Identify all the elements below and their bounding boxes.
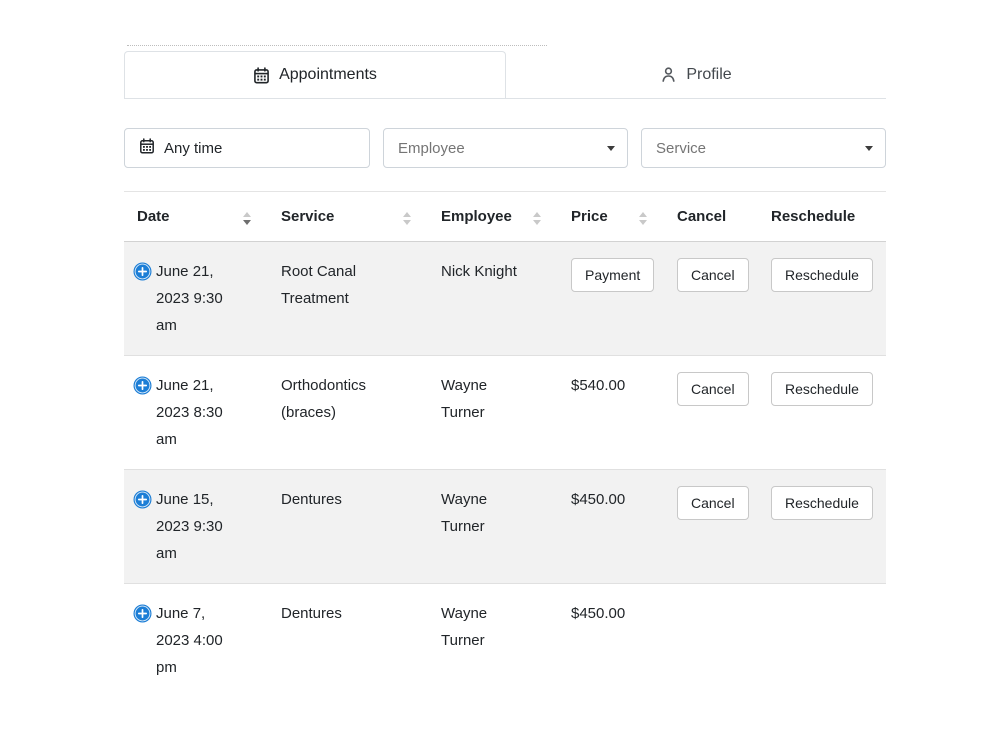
appointment-service: Orthodontics (braces) [268,355,428,470]
calendar-icon [139,138,155,158]
sort-icon[interactable] [639,212,647,225]
calendar-icon [253,66,270,84]
employee-select-placeholder: Employee [398,139,465,157]
expand-row-icon[interactable] [133,604,152,623]
table-row: June 15, 2023 9:30 am Dentures Wayne Tur… [124,469,886,584]
column-header-employee[interactable]: Employee [428,191,558,242]
column-header-date[interactable]: Date [124,191,268,242]
sort-icon[interactable] [403,212,411,225]
appointment-date: June 21, 2023 8:30 am [156,377,223,448]
tab-bar: Appointments Profile [124,45,886,99]
time-filter-value: Any time [164,139,223,157]
appointment-employee: Wayne Turner [441,605,488,649]
column-header-reschedule: Reschedule [758,191,886,242]
column-header-cancel: Cancel [664,191,758,242]
reschedule-button[interactable]: Reschedule [771,372,873,406]
appointment-employee: Wayne Turner [441,377,488,421]
tab-appointments-label: Appointments [279,66,377,83]
service-select-placeholder: Service [656,139,707,157]
column-header-service[interactable]: Service [268,191,428,242]
table-row: June 7, 2023 4:00 pm Dentures Wayne Turn… [124,583,886,697]
user-icon [660,66,677,83]
appointment-date: June 15, 2023 9:30 am [156,491,223,562]
appointment-date: June 21, 2023 9:30 am [156,263,223,334]
table-row: June 21, 2023 9:30 am Root Canal Treatme… [124,241,886,356]
sort-icon[interactable] [243,212,251,225]
expand-row-icon[interactable] [133,262,152,281]
appointment-service: Dentures [268,583,428,697]
table-header-row: Date Service Employee Price Cancel [124,191,886,242]
appointment-price: $450.00 [558,469,664,584]
expand-row-icon[interactable] [133,490,152,509]
cancel-button[interactable]: Cancel [677,372,749,406]
cancel-button[interactable]: Cancel [677,486,749,520]
chevron-down-icon [865,145,873,151]
reschedule-button[interactable]: Reschedule [771,258,873,292]
tab-appointments[interactable]: Appointments [124,51,506,98]
appointment-price: $540.00 [558,355,664,470]
tab-profile[interactable]: Profile [506,51,886,98]
filter-bar: Any time Employee Service [124,128,886,168]
appointment-employee: Wayne Turner [441,491,488,535]
sort-icon[interactable] [533,212,541,225]
reschedule-button[interactable]: Reschedule [771,486,873,520]
service-select[interactable]: Service [641,128,886,168]
appointments-table: Date Service Employee Price Cancel [124,191,886,697]
appointments-page: Appointments Profile [124,45,886,697]
focus-outline [127,45,547,46]
column-header-price[interactable]: Price [558,191,664,242]
payment-button[interactable]: Payment [571,258,655,292]
appointment-price: $450.00 [558,583,664,697]
chevron-down-icon [607,145,615,151]
appointment-service: Dentures [268,469,428,584]
appointment-employee: Nick Knight [441,263,517,280]
table-row: June 21, 2023 8:30 am Orthodontics (brac… [124,355,886,470]
appointment-date: June 7, 2023 4:00 pm [156,605,223,676]
cancel-button[interactable]: Cancel [677,258,749,292]
time-filter[interactable]: Any time [124,128,370,168]
employee-select[interactable]: Employee [383,128,628,168]
tab-profile-label: Profile [686,65,732,83]
appointment-service: Root Canal Treatment [281,263,357,307]
expand-row-icon[interactable] [133,376,152,395]
